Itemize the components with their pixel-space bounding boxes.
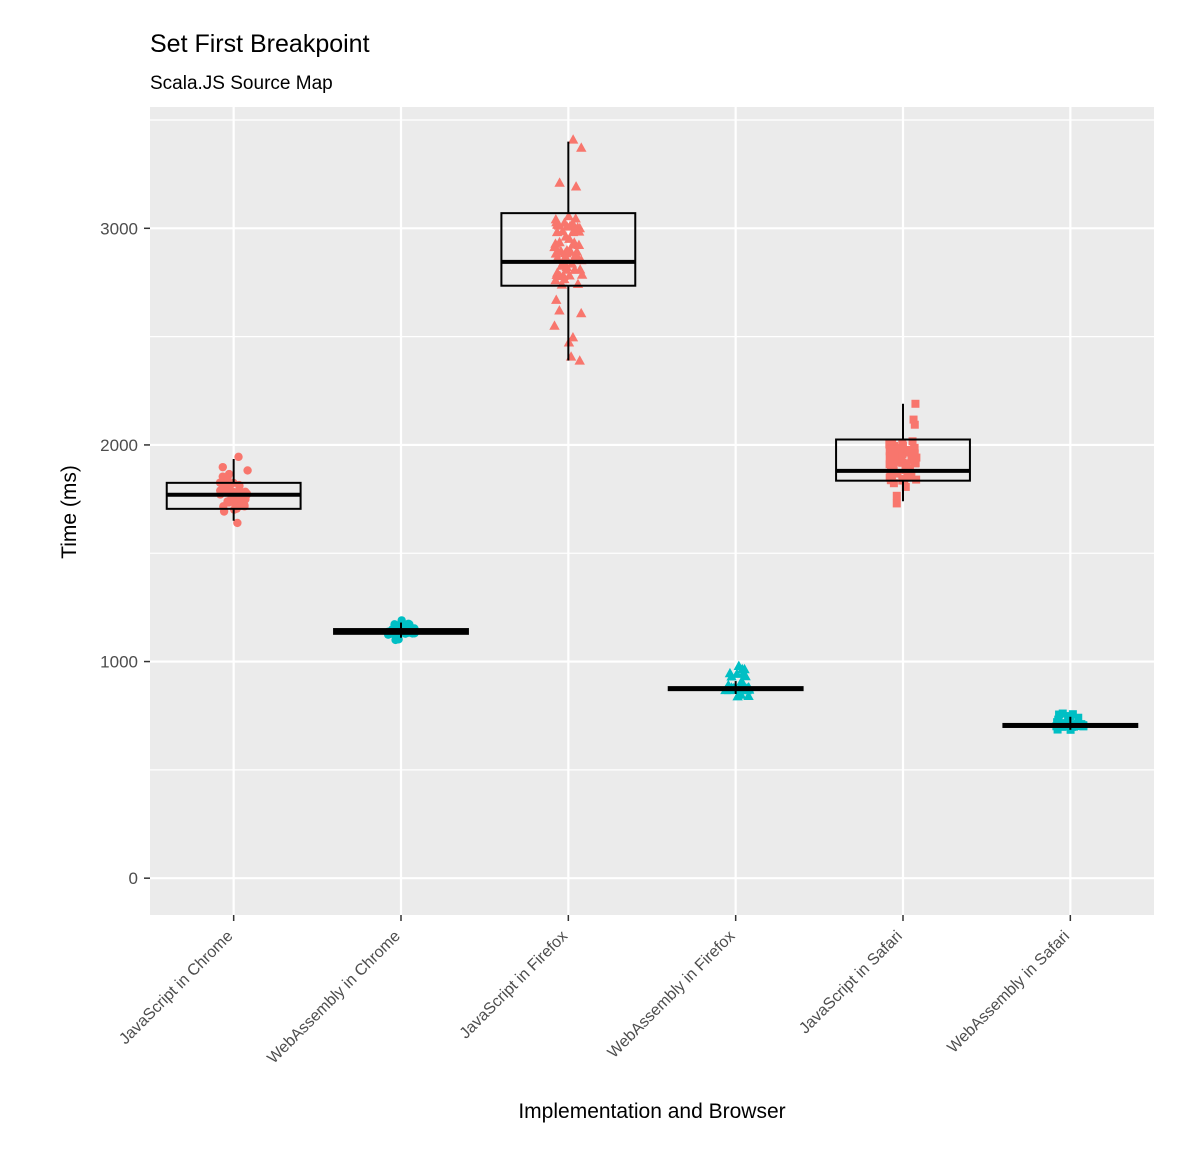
data-point: [567, 134, 579, 144]
x-tick-label: JavaScript in Safari: [796, 928, 905, 1037]
data-point: [743, 690, 754, 701]
data-point: [575, 307, 587, 318]
data-point: [554, 177, 565, 187]
data-point: [569, 251, 580, 262]
data-point: [549, 320, 560, 330]
data-point: [1066, 712, 1075, 721]
x-tick-label: JavaScript in Firefox: [457, 928, 572, 1043]
data-point: [552, 252, 563, 262]
data-point: [573, 239, 585, 250]
data-point: [554, 305, 565, 315]
data-point: [558, 270, 569, 280]
data-point: [234, 452, 243, 462]
data-point: [552, 246, 564, 256]
data-point: [899, 475, 908, 484]
data-point: [1053, 718, 1062, 727]
data-point: [910, 459, 919, 468]
data-point: [904, 445, 913, 454]
data-point: [550, 274, 561, 285]
x-axis-label: Implementation and Browser: [518, 1100, 786, 1123]
data-point: [731, 668, 743, 678]
data-point: [576, 142, 587, 152]
data-point: [911, 399, 920, 408]
data-point: [885, 473, 894, 482]
data-point: [225, 486, 234, 495]
chart-subtitle: Scala.JS Source Map: [150, 73, 333, 94]
data-point: [1055, 710, 1064, 719]
data-point: [551, 226, 563, 237]
y-axis-label: Time (ms): [58, 465, 81, 559]
data-point: [910, 443, 919, 452]
data-point: [909, 415, 918, 424]
data-point: [888, 444, 897, 453]
data-point: [549, 241, 560, 252]
data-point: [569, 237, 580, 247]
data-point: [912, 453, 921, 462]
data-point: [908, 437, 917, 446]
data-point: [892, 491, 901, 500]
data-point: [233, 518, 242, 528]
data-point: [554, 236, 565, 247]
data-point: [574, 264, 586, 274]
box: [835, 438, 971, 482]
data-point: [889, 469, 898, 478]
data-point: [738, 667, 749, 678]
y-tick-label: 1000: [100, 653, 138, 672]
data-point: [726, 671, 737, 681]
x-tick-label: WebAssembly in Chrome: [264, 928, 404, 1068]
data-point: [889, 479, 898, 488]
data-point: [551, 294, 562, 304]
data-point: [901, 482, 910, 491]
data-point: [892, 499, 901, 508]
data-point: [896, 454, 905, 463]
plot-panel: [150, 107, 1154, 915]
data-point: [890, 452, 899, 461]
chart-title: Set First Breakpoint: [150, 30, 370, 58]
data-point: [218, 462, 227, 472]
data-point: [564, 244, 576, 255]
data-point: [912, 475, 921, 484]
data-point: [561, 221, 573, 231]
y-tick-label: 0: [129, 869, 138, 888]
data-point: [563, 210, 574, 221]
data-point: [576, 269, 588, 279]
data-point: [902, 459, 911, 468]
box: [500, 212, 637, 287]
y-tick-label: 3000: [100, 219, 138, 238]
data-point: [885, 460, 894, 469]
data-point: [564, 233, 575, 243]
x-tick-label: WebAssembly in Safari: [944, 928, 1073, 1057]
data-point: [574, 355, 585, 365]
data-point: [243, 466, 252, 475]
data-point: [570, 181, 582, 191]
data-point: [889, 464, 898, 473]
data-point: [572, 222, 583, 232]
data-point: [567, 332, 579, 342]
data-point: [228, 497, 238, 506]
data-point: [892, 445, 901, 454]
data-point: [553, 219, 564, 229]
data-point: [885, 452, 894, 461]
data-point: [1074, 713, 1083, 722]
x-tick-label: WebAssembly in Firefox: [605, 928, 739, 1062]
data-point: [898, 439, 907, 448]
data-point: [910, 420, 919, 429]
data-point: [910, 449, 919, 458]
y-tick-label: 2000: [100, 436, 138, 455]
x-tick-label: JavaScript in Chrome: [116, 928, 236, 1048]
